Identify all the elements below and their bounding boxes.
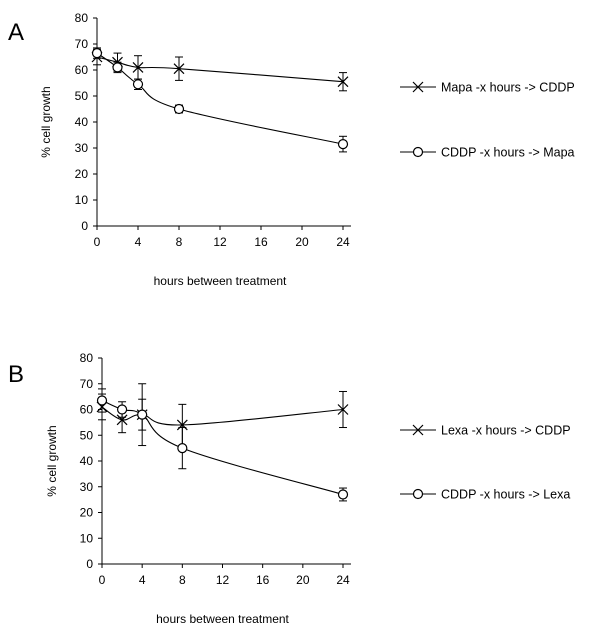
x-tick-label: 12 [216,573,230,587]
data-point [173,63,185,75]
x-tick-label: 0 [99,573,106,587]
legend-entry: CDDP -x hours -> Lexa [400,488,570,502]
x-tick-label: 20 [296,573,310,587]
data-point [137,409,148,420]
y-tick-label: 80 [80,351,94,365]
data-point [337,489,349,500]
legend-marker [412,488,424,500]
series-circle [96,388,349,502]
y-tick-label: 70 [80,377,94,391]
y-tick-label: 50 [75,89,89,103]
y-tick-label: 0 [81,219,88,233]
x-tick-label: 4 [139,573,146,587]
data-point [337,76,349,88]
legend-marker [412,146,424,158]
legend-entry: Lexa -x hours -> CDDP [400,424,571,438]
y-tick-label: 10 [75,193,89,207]
y-tick-label: 30 [80,480,94,494]
data-point [176,419,188,431]
data-point [116,404,128,415]
series-line [96,56,344,83]
data-point [132,61,144,73]
data-point [132,79,144,90]
series-cross [91,48,349,92]
x-tick-label: 24 [336,573,350,587]
data-point [112,62,123,73]
series-cross [96,383,349,447]
y-axis-title: % cell growth [39,86,53,157]
legend-entry: CDDP -x hours -> Mapa [400,146,575,160]
x-tick-label: 24 [336,235,350,249]
panel-a: A 0 10 20 30 40 50 60 70 80 0 4 8 12 16 20 24 hours betwe… [8,11,575,288]
x-axis-title: hours between treatment [154,274,287,288]
y-tick-label: 20 [75,167,89,181]
data-point [96,395,108,406]
x-tick-label: 8 [176,235,183,249]
legend-label: CDDP -x hours -> Mapa [441,146,575,160]
y-tick-label: 0 [86,557,93,571]
series-circle [91,47,349,153]
data-point [91,47,103,59]
x-tick-label: 8 [179,573,186,587]
y-tick-label: 50 [80,428,94,442]
legend-marker [412,81,424,93]
data-point [337,139,349,150]
data-point [173,103,185,115]
x-tick-label: 12 [213,235,227,249]
data-point [177,443,188,454]
legend-marker [412,424,424,436]
x-tick-label: 4 [135,235,142,249]
legend-label: Mapa -x hours -> CDDP [441,81,575,95]
data-point [337,404,349,415]
x-tick-label: 16 [254,235,268,249]
data-point [116,414,128,426]
y-tick-label: 40 [75,115,89,129]
y-tick-label: 10 [80,531,94,545]
x-tick-label: 0 [94,235,101,249]
y-tick-label: 60 [80,403,94,417]
x-tick-label: 20 [295,235,309,249]
legend-entry: Mapa -x hours -> CDDP [400,81,575,95]
x-tick-label: 16 [256,573,270,587]
y-tick-label: 30 [75,141,89,155]
y-tick-label: 40 [80,454,94,468]
series-line [96,52,344,145]
x-axis-title: hours between treatment [156,612,289,626]
legend-label: CDDP -x hours -> Lexa [441,488,570,502]
y-tick-label: 80 [75,11,89,25]
panel-label: B [8,361,24,388]
y-axis-title: % cell growth [45,425,59,496]
y-tick-label: 60 [75,63,89,77]
panel-b: B 0 10 20 30 40 50 60 70 80 0 4 8 12 16 20 24 hours betwe… [8,351,571,626]
panel-label: A [8,19,24,46]
y-tick-label: 70 [75,37,89,51]
y-tick-label: 20 [80,506,94,520]
legend-label: Lexa -x hours -> CDDP [441,424,571,438]
